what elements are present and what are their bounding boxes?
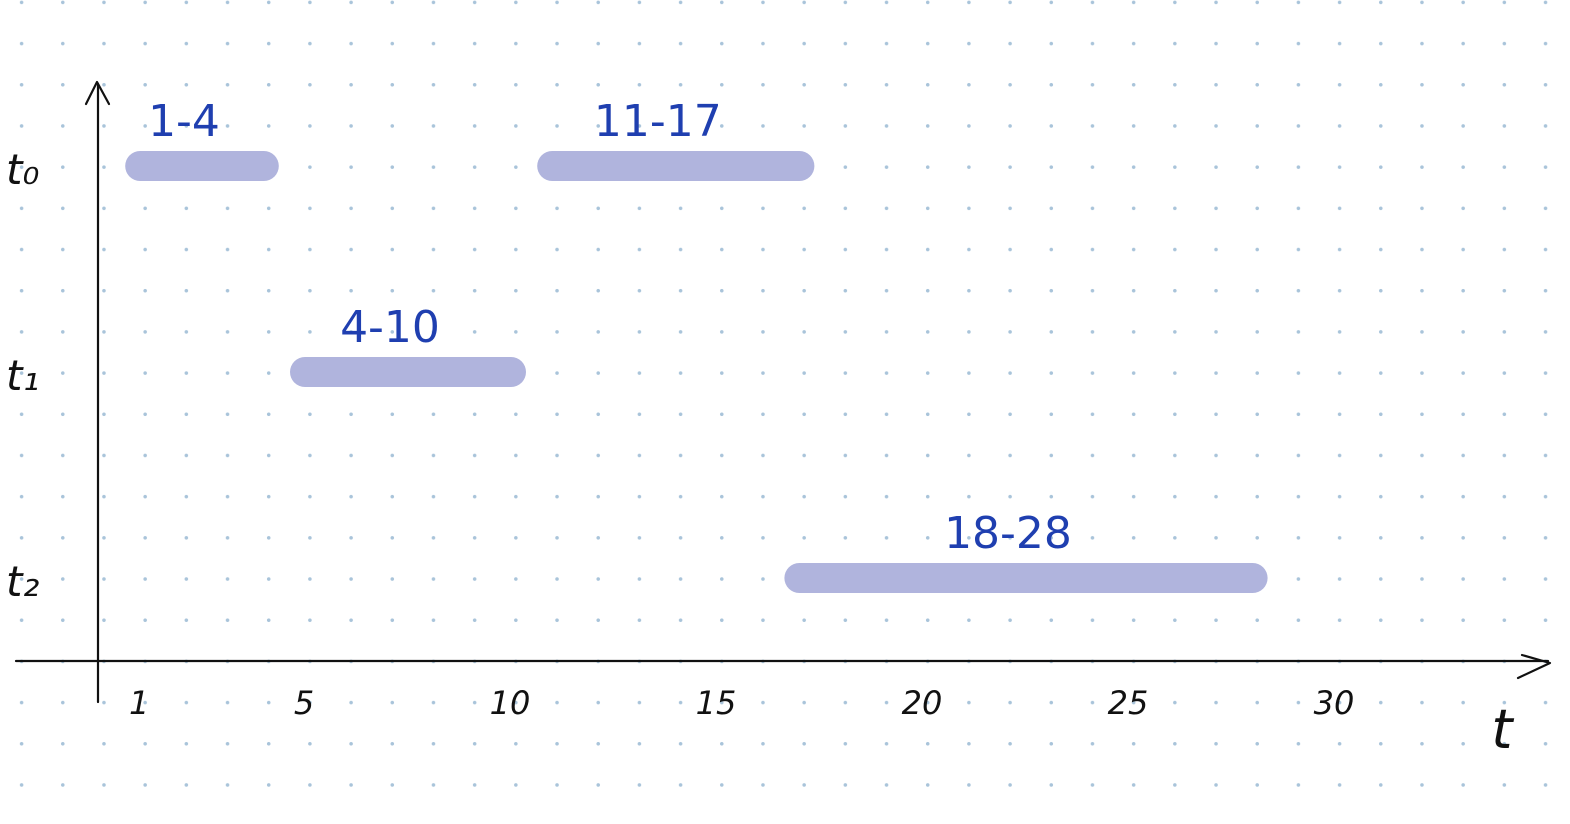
x-tick-label-1: 1 bbox=[129, 684, 149, 722]
x-tick-label-25: 25 bbox=[1108, 684, 1149, 722]
x-tick-label-10: 10 bbox=[490, 684, 531, 722]
row-label-t2: t₂ bbox=[6, 557, 39, 606]
interval-label-2: 11-17 bbox=[594, 96, 722, 147]
interval-label-3: 4-10 bbox=[340, 302, 440, 353]
interval-labels: 1-4 11-17 4-10 18-28 bbox=[148, 96, 1072, 559]
row-labels: t₀ t₁ t₂ bbox=[6, 145, 39, 606]
interval-bar-3 bbox=[290, 357, 526, 387]
x-axis-arrow bbox=[1516, 653, 1552, 680]
x-tick-label-20: 20 bbox=[902, 684, 943, 722]
x-tick-label-15: 15 bbox=[696, 684, 737, 722]
interval-bar-4 bbox=[784, 563, 1268, 593]
interval-label-4: 18-28 bbox=[944, 508, 1072, 559]
x-tick-label-5: 5 bbox=[294, 684, 314, 722]
x-axis-label: t bbox=[1491, 698, 1514, 761]
interval-bar-1 bbox=[125, 151, 279, 181]
interval-label-1: 1-4 bbox=[148, 96, 220, 147]
interval-bar-2 bbox=[537, 151, 815, 181]
x-tick-labels: 1 5 10 15 20 25 30 bbox=[129, 684, 1354, 722]
x-tick-label-30: 30 bbox=[1314, 684, 1355, 722]
row-label-t1: t₁ bbox=[6, 351, 39, 400]
y-axis-arrow bbox=[84, 80, 111, 106]
row-label-t0: t₀ bbox=[6, 145, 39, 194]
interval-bars bbox=[125, 151, 1268, 593]
axes bbox=[14, 80, 1552, 704]
